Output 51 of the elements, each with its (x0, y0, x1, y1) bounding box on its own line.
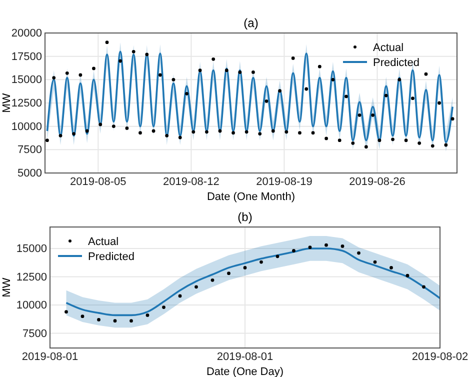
x-tick-label: 2019-08-12 (163, 176, 220, 188)
y-tick-label: 7500 (22, 328, 47, 340)
point (373, 260, 377, 264)
y-tick-label: 15000 (16, 243, 47, 256)
x-tick-label: 2019-08-01 (216, 350, 274, 363)
x-axis-title: Date (One Month) (206, 191, 296, 203)
point (64, 310, 68, 314)
point (210, 278, 214, 282)
x-tick-label: 2019-08-02 (412, 350, 468, 363)
y-tick-label: 12500 (11, 98, 42, 110)
point (227, 272, 230, 276)
x-tick-label: 2019-08-05 (70, 176, 126, 188)
chart-title: (b) (238, 210, 252, 224)
x-tick-label: 2019-08-26 (349, 176, 406, 188)
point (97, 318, 100, 322)
point (276, 254, 280, 258)
point (308, 246, 312, 250)
point (324, 243, 328, 247)
point (162, 306, 166, 309)
point (357, 251, 360, 255)
point (130, 319, 133, 323)
y-tick-label: 15000 (11, 74, 42, 86)
y-tick-label: 10000 (16, 300, 47, 312)
point (340, 244, 344, 248)
legend-label: Predicted (373, 57, 420, 69)
point (390, 266, 393, 270)
legend-label: Predicted (88, 251, 134, 263)
point (194, 285, 198, 289)
x-tick-label: 2019-08-01 (22, 350, 78, 363)
y-axis-title: MW (1, 277, 13, 298)
y-tick-label: 5000 (18, 168, 42, 180)
point (406, 274, 410, 278)
point (422, 285, 426, 289)
legend-label: Actual (88, 236, 119, 248)
point (260, 260, 263, 264)
y-tick-label: 17500 (11, 50, 42, 63)
legend-label: Actual (373, 42, 404, 54)
point (146, 314, 150, 317)
point (113, 319, 117, 323)
point (292, 249, 296, 252)
point (80, 314, 84, 318)
chart-title: (a) (244, 16, 258, 30)
y-tick-label: 10000 (11, 120, 42, 133)
point (243, 266, 247, 270)
y-tick-label: 12500 (16, 271, 47, 284)
x-tick-label: 2019-08-19 (256, 176, 312, 188)
y-tick-label: 20000 (11, 28, 42, 40)
point (178, 294, 182, 298)
y-tick-label: 7500 (18, 144, 42, 156)
y-axis-title: MW (1, 92, 13, 113)
x-axis-title: Date (One Day) (206, 366, 284, 377)
